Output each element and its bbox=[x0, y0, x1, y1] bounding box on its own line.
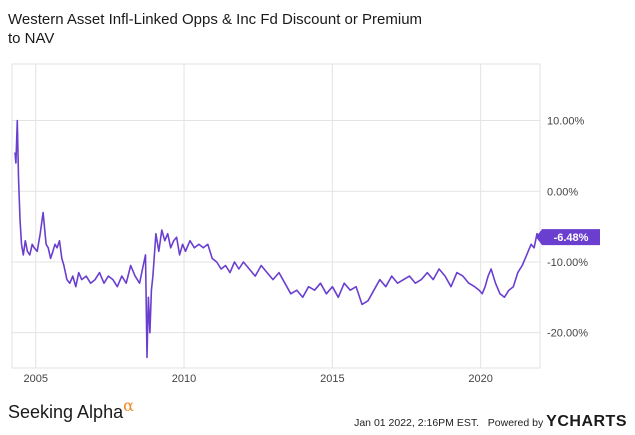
brand-name: Seeking Alpha bbox=[8, 402, 124, 422]
y-tick-label: 0.00% bbox=[547, 186, 578, 198]
last-value-label: -6.48% bbox=[554, 232, 589, 244]
chart-title: Western Asset Infl-Linked Opps & Inc Fd … bbox=[8, 11, 423, 47]
x-tick-label: 2015 bbox=[320, 373, 344, 385]
ycharts-logo: YCHARTS bbox=[546, 413, 627, 430]
line-chart: 10.00% 0.00% -10.00% -20.00% 2005 2010 2015 202… bbox=[11, 63, 600, 385]
footer-meta: Jan 01 2022, 2:16PM EST. Powered by YCHA… bbox=[354, 413, 627, 431]
series-line bbox=[14, 119, 541, 359]
axis-layer: 10.00% 0.00% -10.00% -20.00% 2005 2010 2015 202… bbox=[23, 116, 588, 385]
x-tick-label: 2020 bbox=[468, 373, 492, 385]
seeking-alpha-logo: Seeking Alphaα bbox=[8, 396, 134, 423]
grid-layer bbox=[11, 63, 541, 369]
y-tick-label: -20.00% bbox=[547, 328, 588, 340]
chart-timestamp: Jan 01 2022, 2:16PM EST. bbox=[354, 417, 480, 429]
alpha-icon: α bbox=[123, 396, 134, 415]
powered-by-text: Powered by bbox=[487, 417, 544, 429]
y-tick-label: 10.00% bbox=[547, 116, 585, 128]
x-tick-label: 2010 bbox=[172, 373, 196, 385]
label-layer: -6.48% bbox=[536, 229, 600, 246]
x-tick-label: 2005 bbox=[23, 373, 47, 385]
series-layer bbox=[14, 119, 541, 359]
plot-frame bbox=[11, 63, 541, 369]
last-value-badge bbox=[536, 229, 600, 246]
y-tick-label: -10.00% bbox=[547, 257, 588, 269]
